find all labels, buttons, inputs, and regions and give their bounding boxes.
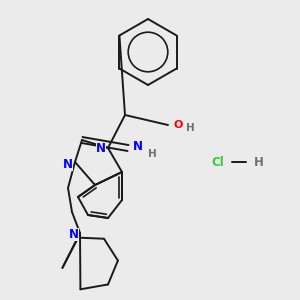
Text: H: H [186, 123, 195, 133]
Text: N: N [133, 140, 143, 154]
Text: Cl: Cl [212, 155, 224, 169]
Text: N: N [63, 158, 73, 170]
Text: H: H [254, 155, 264, 169]
Text: H: H [148, 149, 157, 159]
Text: O: O [174, 120, 183, 130]
Text: N: N [69, 227, 79, 241]
Text: N: N [96, 142, 106, 154]
